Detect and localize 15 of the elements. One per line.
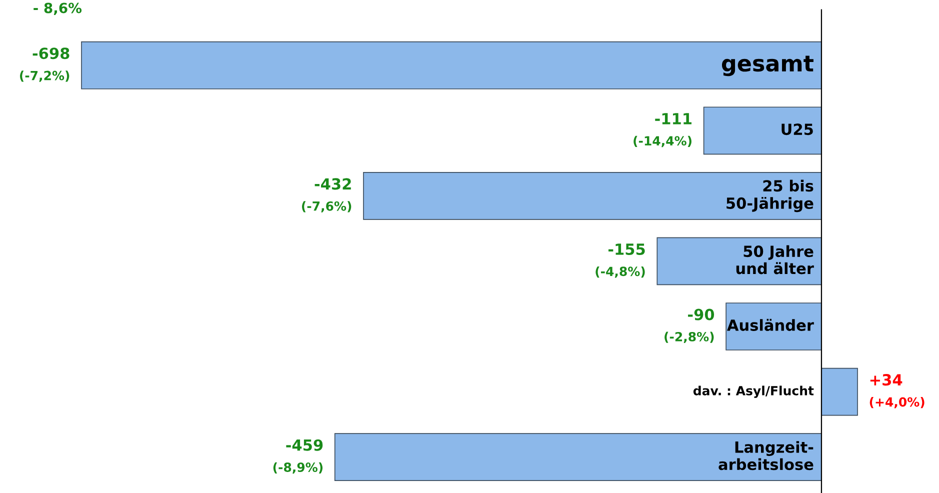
data-label: +34 (+4,0%) <box>870 374 924 408</box>
y-tick-label: gesamt <box>722 56 814 76</box>
y-tick-label: 25 bis 50-Jährige <box>726 180 814 212</box>
data-label: -459 (-8,9%) <box>273 439 323 474</box>
annotation: - 8,6% <box>34 2 82 15</box>
y-tick-label: dav. : Asyl/Flucht <box>693 386 814 398</box>
y-tick-label: 50 Jahre und älter <box>736 245 814 274</box>
data-label: -432 (-7,6%) <box>302 178 352 212</box>
y-tick-label: U25 <box>782 124 813 136</box>
data-label: -698 (-7,2%) <box>20 48 70 82</box>
y-tick-label: Langzeit- arbeitslose <box>718 441 814 470</box>
data-label: -155 (-4,8%) <box>596 244 645 278</box>
data-label: -111 (-14,4%) <box>634 113 692 148</box>
data-label: -90 (-2,8%) <box>664 308 714 344</box>
y-tick-label: Ausländer <box>726 318 814 331</box>
